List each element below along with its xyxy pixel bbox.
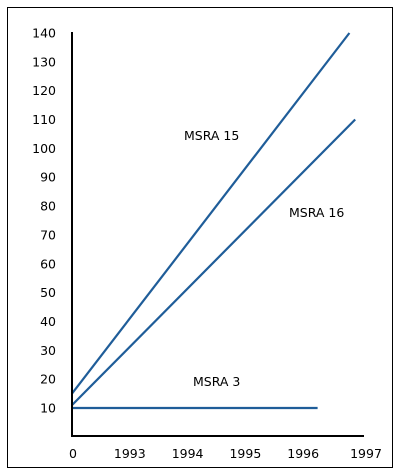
series-line-2 — [71, 118, 356, 406]
series-label-3: MSRA 3 — [193, 374, 240, 389]
series-labels: MSRA 15 MSRA 16 MSRA 3 — [184, 128, 344, 389]
y-tick-label: 60 — [40, 256, 56, 271]
x-tick-label: 1997 — [350, 446, 382, 461]
y-tick-label: 80 — [40, 199, 56, 214]
x-tick-labels: 0 1993 1994 1995 1996 1997 — [69, 446, 382, 461]
x-tick-label: 1996 — [287, 446, 319, 461]
y-tick-label: 40 — [40, 314, 56, 329]
x-tick-label: 0 — [69, 446, 77, 461]
y-tick-label: 110 — [32, 112, 56, 127]
y-tick-label: 30 — [40, 343, 56, 358]
x-tick-label: 1995 — [229, 446, 261, 461]
series-label-1: MSRA 15 — [184, 128, 239, 143]
y-tick-label: 90 — [40, 170, 56, 185]
y-tick-label: 140 — [32, 26, 56, 41]
y-tick-label: 120 — [32, 83, 56, 98]
y-tick-label: 10 — [40, 401, 56, 416]
x-tick-label: 1994 — [172, 446, 204, 461]
y-tick-labels: 10 20 30 40 50 60 70 80 90 100 110 120 130 140 — [32, 26, 56, 416]
x-tick-label: 1993 — [114, 446, 146, 461]
y-tick-label: 20 — [40, 372, 56, 387]
y-tick-label: 50 — [40, 285, 56, 300]
y-tick-label: 100 — [32, 141, 56, 156]
series-line-1 — [71, 32, 351, 395]
series-layer — [71, 32, 356, 410]
y-tick-label: 70 — [40, 227, 56, 242]
y-tick-label: 130 — [32, 54, 56, 69]
series-label-2: MSRA 16 — [289, 205, 344, 220]
